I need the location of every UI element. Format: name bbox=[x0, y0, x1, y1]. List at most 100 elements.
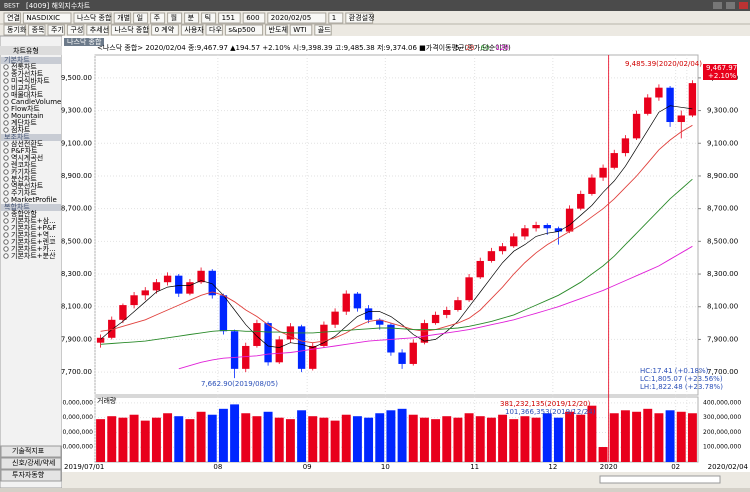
sidebar-button[interactable] bbox=[0, 457, 62, 470]
toolbar-label[interactable]: 동기화 bbox=[7, 25, 27, 34]
toolbar-label[interactable]: 개별 bbox=[117, 13, 130, 22]
toolbar-label[interactable]: 분 bbox=[188, 14, 195, 22]
toolbar-button[interactable] bbox=[345, 12, 374, 24]
maximize-button[interactable] bbox=[726, 2, 735, 9]
toolbar-button[interactable] bbox=[224, 24, 264, 36]
sidebar-button-label[interactable]: 기술적지표 bbox=[12, 446, 45, 455]
toolbar-button[interactable] bbox=[22, 12, 72, 24]
toolbar-button[interactable] bbox=[167, 12, 183, 24]
radio[interactable] bbox=[3, 120, 9, 126]
toolbar-button[interactable] bbox=[289, 24, 313, 36]
toolbar-label[interactable]: 사용자 bbox=[184, 25, 204, 34]
toolbar-label[interactable]: WTI bbox=[293, 26, 306, 34]
radio[interactable] bbox=[3, 78, 9, 84]
sidebar-button-label[interactable]: 투자자동향 bbox=[12, 470, 45, 479]
radio[interactable] bbox=[3, 253, 9, 259]
radio[interactable] bbox=[3, 211, 9, 217]
radio[interactable] bbox=[3, 169, 9, 175]
radio[interactable] bbox=[3, 239, 9, 245]
toolbar-button[interactable] bbox=[151, 24, 179, 36]
sidebar-item[interactable]: 전통차트 bbox=[11, 62, 37, 71]
toolbar-button[interactable] bbox=[328, 12, 344, 24]
toolbar-label[interactable]: s&p500 bbox=[228, 26, 255, 34]
toolbar-button[interactable] bbox=[267, 12, 327, 24]
sidebar-item[interactable]: 역분선차트 bbox=[11, 181, 44, 190]
sidebar-item[interactable]: 삼선전환도 bbox=[11, 139, 44, 148]
radio[interactable] bbox=[3, 197, 9, 203]
toolbar-label[interactable]: 600 bbox=[246, 14, 259, 22]
toolbar-button[interactable] bbox=[3, 24, 27, 36]
sidebar-item[interactable]: 미국식바차트 bbox=[11, 76, 50, 85]
toolbar-button[interactable] bbox=[184, 12, 200, 24]
toolbar-label[interactable]: 연결 bbox=[7, 13, 20, 22]
toolbar-label[interactable]: 월 bbox=[171, 13, 177, 22]
sidebar-item[interactable]: 종가선차트 bbox=[11, 69, 44, 78]
radio[interactable] bbox=[3, 71, 9, 77]
sidebar-button-label[interactable]: 신호/강세/약세 bbox=[12, 458, 55, 467]
toolbar-button[interactable] bbox=[86, 24, 109, 36]
sidebar-item[interactable]: P&F차트 bbox=[11, 146, 38, 155]
toolbar-label[interactable]: 다우 bbox=[209, 25, 222, 34]
radio[interactable] bbox=[3, 190, 9, 196]
toolbar-label[interactable]: 나스닥 종합 bbox=[77, 13, 112, 22]
sidebar-item[interactable]: MarketProfile bbox=[11, 196, 57, 204]
toolbar-button[interactable] bbox=[314, 24, 332, 36]
sidebar-item[interactable]: 기본차트+삼... bbox=[11, 216, 56, 225]
sidebar-item[interactable]: 종합안함 bbox=[11, 209, 37, 218]
sidebar-item[interactable]: 기본차트+렌코 bbox=[11, 237, 56, 246]
toolbar-button[interactable] bbox=[113, 12, 132, 24]
sidebar-item[interactable]: Mountain bbox=[11, 112, 44, 120]
toolbar-button[interactable] bbox=[110, 24, 150, 36]
radio[interactable] bbox=[3, 141, 9, 147]
toolbar-button[interactable] bbox=[66, 24, 85, 36]
toolbar-label[interactable]: 반도체 bbox=[269, 25, 288, 34]
toolbar-button[interactable] bbox=[205, 24, 223, 36]
radio[interactable] bbox=[3, 92, 9, 98]
sidebar-item[interactable]: 기본차트+카... bbox=[11, 244, 56, 253]
scrollbar[interactable] bbox=[599, 475, 721, 484]
sidebar-button[interactable] bbox=[0, 469, 62, 482]
toolbar-label[interactable]: 추세선 bbox=[90, 25, 109, 34]
toolbar-label[interactable]: 1 bbox=[332, 14, 336, 22]
radio[interactable] bbox=[3, 225, 9, 231]
sidebar-item[interactable]: 기본차트+P&F bbox=[11, 223, 56, 232]
sidebar-item[interactable]: 계단차트 bbox=[11, 118, 37, 127]
radio[interactable] bbox=[3, 127, 9, 133]
minimize-button[interactable] bbox=[713, 2, 722, 9]
toolbar-button[interactable] bbox=[201, 12, 217, 24]
toolbar-label[interactable]: 나스닥 종합 bbox=[114, 25, 149, 34]
sidebar-item[interactable]: 기본차트+역... bbox=[11, 230, 56, 239]
toolbar-button[interactable] bbox=[73, 12, 112, 24]
sidebar-item[interactable]: Flow차트 bbox=[11, 104, 40, 113]
radio[interactable] bbox=[3, 246, 9, 252]
sidebar-item[interactable]: 점차트 bbox=[11, 125, 31, 134]
sidebar-item[interactable]: 주기차트 bbox=[11, 188, 37, 197]
toolbar-label[interactable]: 종목 bbox=[32, 26, 45, 34]
sidebar-item[interactable]: 렌코차트 bbox=[11, 160, 37, 169]
radio[interactable] bbox=[3, 155, 9, 161]
toolbar-label[interactable]: 구성 bbox=[70, 25, 83, 34]
radio[interactable] bbox=[3, 113, 9, 119]
toolbar-label[interactable]: 일 bbox=[137, 13, 143, 22]
radio[interactable] bbox=[3, 162, 9, 168]
toolbar-label[interactable]: 151 bbox=[222, 14, 235, 22]
close-button[interactable] bbox=[739, 2, 748, 9]
toolbar-button[interactable] bbox=[242, 12, 266, 24]
toolbar-label[interactable]: 환경설정 bbox=[349, 13, 375, 22]
radio[interactable] bbox=[3, 232, 9, 238]
radio[interactable] bbox=[3, 106, 9, 112]
sidebar-item[interactable]: 비교차트 bbox=[11, 83, 37, 92]
sidebar-item[interactable]: 기본차트+분산 bbox=[11, 251, 56, 260]
sidebar-item[interactable]: 분산차트 bbox=[11, 174, 37, 183]
toolbar-label[interactable]: 주기 bbox=[51, 25, 64, 34]
sidebar-item[interactable]: 역시계곡선 bbox=[11, 153, 43, 162]
radio[interactable] bbox=[3, 183, 9, 189]
toolbar-button[interactable] bbox=[218, 12, 241, 24]
chart-tab-bg[interactable] bbox=[64, 38, 104, 46]
sidebar-item[interactable]: CandleVolume bbox=[11, 98, 61, 106]
radio[interactable] bbox=[3, 176, 9, 182]
toolbar-button[interactable] bbox=[47, 24, 65, 36]
toolbar-label[interactable]: NASDIXIC bbox=[26, 14, 60, 22]
sidebar-item[interactable]: 카기차트 bbox=[11, 167, 37, 176]
radio[interactable] bbox=[3, 218, 9, 224]
